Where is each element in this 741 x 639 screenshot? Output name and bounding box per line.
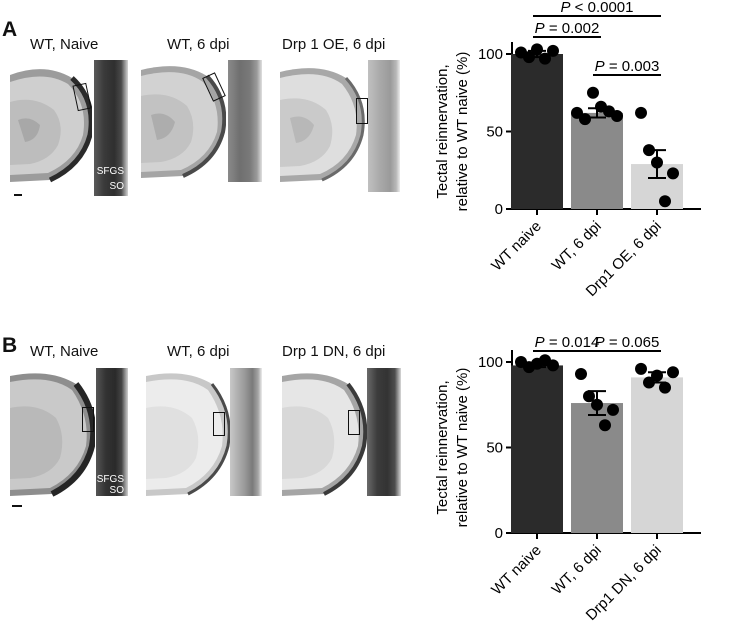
layer-label-so: SO: [109, 485, 124, 496]
tectum-zoom-strip: SFGS SO: [94, 60, 128, 196]
y-tick-label: 0: [495, 201, 503, 218]
y-tick-label: 100: [478, 46, 503, 63]
bar: [511, 365, 563, 533]
data-point: [659, 195, 671, 208]
tectum-zoom-strip: [368, 60, 400, 192]
data-point: [587, 86, 599, 99]
data-point: [659, 381, 671, 394]
image-label-drp1-dn-b: Drp 1 DN, 6 dpi: [282, 343, 386, 360]
y-tick-label: 100: [478, 354, 503, 371]
layer-label-sfgs: SFGS: [96, 166, 124, 177]
category-label: WT, 6 dpi: [549, 218, 605, 274]
image-label-wt-6dpi-a: WT, 6 dpi: [167, 36, 230, 53]
data-point: [583, 390, 595, 403]
brain-slice-image: [280, 60, 365, 185]
p-value-label: P = 0.065: [595, 334, 660, 351]
bar: [631, 377, 683, 533]
brain-slice-image: [10, 60, 92, 185]
roi-box: [348, 410, 360, 435]
bar: [511, 54, 563, 209]
bar-chart-2: 0 50 100 Tectal reinnervation, relative to W…: [434, 334, 701, 624]
p-value-label: P < 0.0001: [561, 0, 634, 16]
data-point: [635, 106, 647, 119]
roi-box: [82, 407, 94, 432]
data-point: [651, 369, 663, 382]
tectum-zoom-strip: [367, 368, 401, 496]
image-label-wt-naive-b: WT, Naive: [30, 343, 99, 360]
data-point: [667, 167, 679, 180]
y-axis-label: Tectal reinnervation, relative to WT naiv…: [434, 52, 471, 212]
data-point: [579, 113, 591, 126]
data-point: [667, 366, 679, 379]
p-value-label: P = 0.003: [595, 58, 660, 75]
brain-slice-image: [10, 368, 95, 498]
brain-slice-image: [141, 60, 226, 180]
layer-label-so: SO: [109, 181, 124, 192]
data-point: [591, 398, 603, 411]
data-point: [547, 359, 559, 372]
data-point: [599, 419, 611, 432]
brain-slice-image: [282, 368, 367, 498]
data-point: [531, 43, 543, 56]
data-point: [643, 376, 655, 389]
tectum-zoom-strip: [228, 60, 262, 182]
panel-letter-a: A: [2, 18, 18, 41]
bar: [571, 112, 623, 209]
data-point: [523, 51, 535, 64]
tectum-zoom-strip: SFGS SO: [96, 368, 128, 496]
image-label-drp1-oe-a: Drp 1 OE, 6 dpi: [282, 36, 386, 53]
y-tick-label: 0: [495, 525, 503, 542]
brain-slice-image: [146, 368, 231, 498]
image-label-wt-6dpi-b: WT, 6 dpi: [167, 343, 230, 360]
category-label: WT naive: [488, 218, 545, 275]
category-label: WT naive: [488, 542, 545, 599]
bar: [571, 403, 623, 533]
panel-letter-b: B: [2, 334, 18, 357]
data-point: [575, 367, 587, 380]
category-label: WT, 6 dpi: [549, 542, 605, 598]
data-point: [643, 144, 655, 157]
tectum-zoom-strip: [230, 368, 262, 496]
layer-label-sfgs: SFGS: [96, 474, 124, 485]
data-point: [651, 156, 663, 169]
data-point: [607, 403, 619, 416]
y-axis-label: Tectal reinnervation, relative to WT naiv…: [434, 368, 471, 528]
y-tick-label: 50: [486, 124, 503, 141]
scale-bar: [12, 505, 22, 507]
data-point: [611, 110, 623, 122]
data-point: [635, 362, 647, 375]
y-tick-label: 50: [486, 440, 503, 457]
bar-chart-1: 0 50 100 Tectal reinnervation, relative to W…: [434, 0, 701, 300]
roi-box: [213, 412, 225, 436]
p-value-label: P = 0.014: [535, 334, 600, 351]
p-value-label: P = 0.002: [535, 20, 600, 37]
data-point: [547, 44, 559, 57]
image-label-wt-naive-a: WT, Naive: [30, 36, 99, 53]
data-point: [539, 52, 551, 65]
roi-box: [356, 98, 368, 124]
scale-bar: [14, 194, 22, 196]
